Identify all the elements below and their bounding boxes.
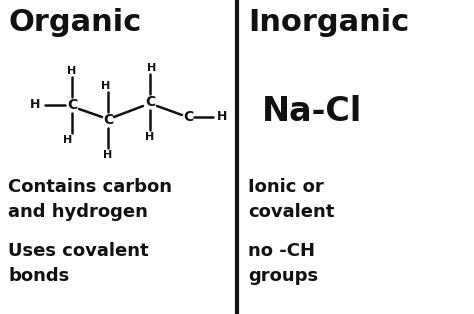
Text: H: H (217, 111, 228, 123)
Text: H: H (147, 63, 156, 73)
Text: C: C (145, 95, 155, 109)
Text: Contains carbon
and hydrogen: Contains carbon and hydrogen (8, 178, 172, 221)
Text: C: C (183, 110, 193, 124)
Text: H: H (29, 99, 40, 111)
Text: H: H (146, 132, 155, 142)
Text: H: H (64, 135, 73, 145)
Text: C: C (67, 98, 77, 112)
Text: Uses covalent
bonds: Uses covalent bonds (8, 242, 149, 285)
Text: H: H (101, 81, 110, 91)
Text: Na-Cl: Na-Cl (262, 95, 362, 128)
Text: H: H (67, 66, 77, 76)
Text: Inorganic: Inorganic (248, 8, 409, 37)
Text: no -CH
groups: no -CH groups (248, 242, 318, 285)
Text: H: H (103, 150, 113, 160)
Text: Ionic or
covalent: Ionic or covalent (248, 178, 334, 221)
Text: C: C (103, 113, 113, 127)
Text: Organic: Organic (8, 8, 141, 37)
